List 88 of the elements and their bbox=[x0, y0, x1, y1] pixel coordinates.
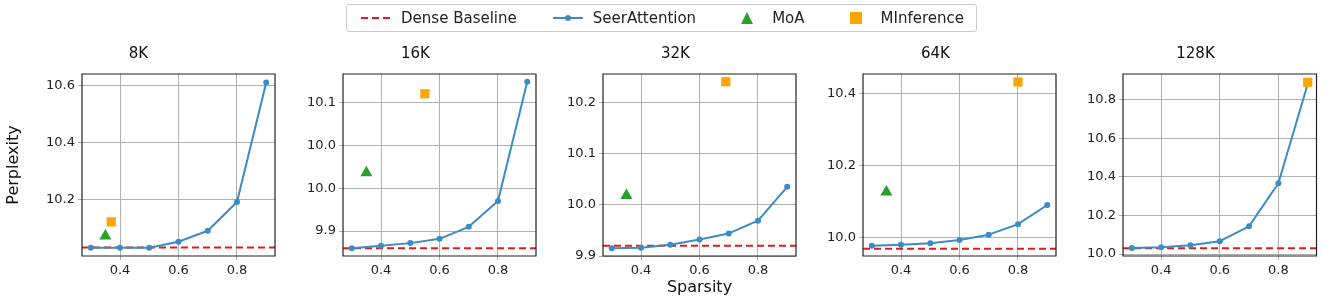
point bbox=[175, 238, 182, 245]
point bbox=[985, 231, 992, 238]
point bbox=[524, 78, 531, 85]
point bbox=[117, 244, 124, 251]
y-tick-label: 10.4 bbox=[46, 133, 75, 149]
x-tick-label: 0.6 bbox=[689, 262, 710, 278]
x-tick-label: 0.8 bbox=[1007, 262, 1029, 278]
x-tick-label: 0.4 bbox=[1150, 262, 1172, 278]
point bbox=[99, 229, 112, 240]
point bbox=[263, 79, 270, 86]
point bbox=[608, 245, 615, 252]
x-tick-label: 0.6 bbox=[429, 262, 450, 278]
point bbox=[1044, 201, 1051, 208]
x-axis-title: Sparsity bbox=[666, 276, 733, 296]
y-tick-label: 9.9 bbox=[575, 247, 596, 263]
point bbox=[1013, 77, 1023, 87]
y-tick-label: 10.2 bbox=[1087, 206, 1116, 222]
legend-label: MoA bbox=[772, 9, 805, 27]
y-tick-label: 10.0 bbox=[307, 179, 336, 195]
x-tick-label: 0.8 bbox=[487, 262, 509, 278]
point bbox=[87, 244, 94, 251]
point bbox=[420, 89, 430, 99]
point bbox=[1216, 238, 1223, 245]
point bbox=[233, 198, 240, 205]
y-tick-label: 10.0 bbox=[307, 136, 336, 152]
x-tick-label: 0.4 bbox=[109, 262, 131, 278]
point bbox=[1303, 77, 1313, 87]
y-tick-label: 10.8 bbox=[1087, 91, 1116, 107]
x-tick-label: 0.8 bbox=[1268, 262, 1289, 278]
point bbox=[620, 188, 633, 199]
y-tick-label: 10.2 bbox=[827, 156, 856, 172]
x-tick-label: 0.4 bbox=[890, 262, 912, 278]
point bbox=[1014, 221, 1021, 228]
point bbox=[407, 240, 414, 247]
point bbox=[868, 242, 875, 249]
x-tick-label: 0.6 bbox=[1209, 262, 1231, 278]
y-tick-label: 10.6 bbox=[46, 76, 75, 92]
point bbox=[436, 235, 443, 242]
chart-title: 32K bbox=[661, 43, 692, 62]
point bbox=[348, 245, 355, 252]
y-tick-label: 10.6 bbox=[1087, 129, 1116, 145]
point bbox=[784, 183, 791, 190]
legend-label: Dense Baseline bbox=[401, 9, 517, 27]
chart-title: 64K bbox=[921, 43, 952, 62]
point bbox=[465, 223, 472, 230]
chart-title: 8K bbox=[128, 43, 150, 62]
point bbox=[360, 165, 373, 177]
x-tick-label: 0.6 bbox=[168, 262, 189, 278]
chart-title: 128K bbox=[1176, 43, 1216, 62]
point bbox=[1128, 245, 1135, 252]
y-tick-label: 10.2 bbox=[567, 93, 596, 109]
point bbox=[696, 236, 703, 243]
point bbox=[378, 242, 385, 249]
point bbox=[898, 241, 905, 248]
y-tick-label: 10.0 bbox=[1087, 245, 1116, 261]
point bbox=[956, 237, 963, 244]
point bbox=[1275, 180, 1282, 187]
x-tick-label: 0.4 bbox=[370, 262, 392, 278]
x-tick-label: 0.8 bbox=[226, 262, 248, 278]
x-tick-label: 0.6 bbox=[949, 262, 970, 278]
chart-title: 16K bbox=[401, 43, 432, 62]
point bbox=[667, 241, 674, 248]
point bbox=[106, 217, 116, 227]
y-tick-label: 10.4 bbox=[1087, 168, 1116, 184]
point bbox=[1158, 244, 1165, 251]
y-tick-label: 10.4 bbox=[827, 84, 856, 100]
point bbox=[725, 230, 732, 237]
point bbox=[1246, 223, 1253, 230]
y-tick-label: 9.9 bbox=[315, 222, 336, 238]
point bbox=[146, 244, 153, 251]
point bbox=[721, 77, 731, 87]
x-tick-label: 0.8 bbox=[747, 262, 769, 278]
point bbox=[754, 217, 761, 224]
y-tick-label: 10.2 bbox=[46, 190, 75, 206]
y-tick-label: 10.1 bbox=[567, 144, 596, 160]
point bbox=[1187, 242, 1194, 249]
point bbox=[494, 198, 501, 205]
y-axis-title: Perplexity bbox=[2, 125, 22, 205]
legend-label: MInference bbox=[880, 9, 964, 27]
y-tick-label: 10.0 bbox=[567, 196, 596, 212]
point bbox=[880, 184, 893, 196]
x-tick-label: 0.4 bbox=[630, 262, 652, 278]
point bbox=[638, 244, 645, 251]
y-tick-label: 10.0 bbox=[827, 229, 856, 245]
point bbox=[927, 240, 934, 247]
legend-label: SeerAttention bbox=[592, 9, 697, 27]
y-tick-label: 10.1 bbox=[307, 93, 336, 109]
point bbox=[204, 227, 211, 234]
